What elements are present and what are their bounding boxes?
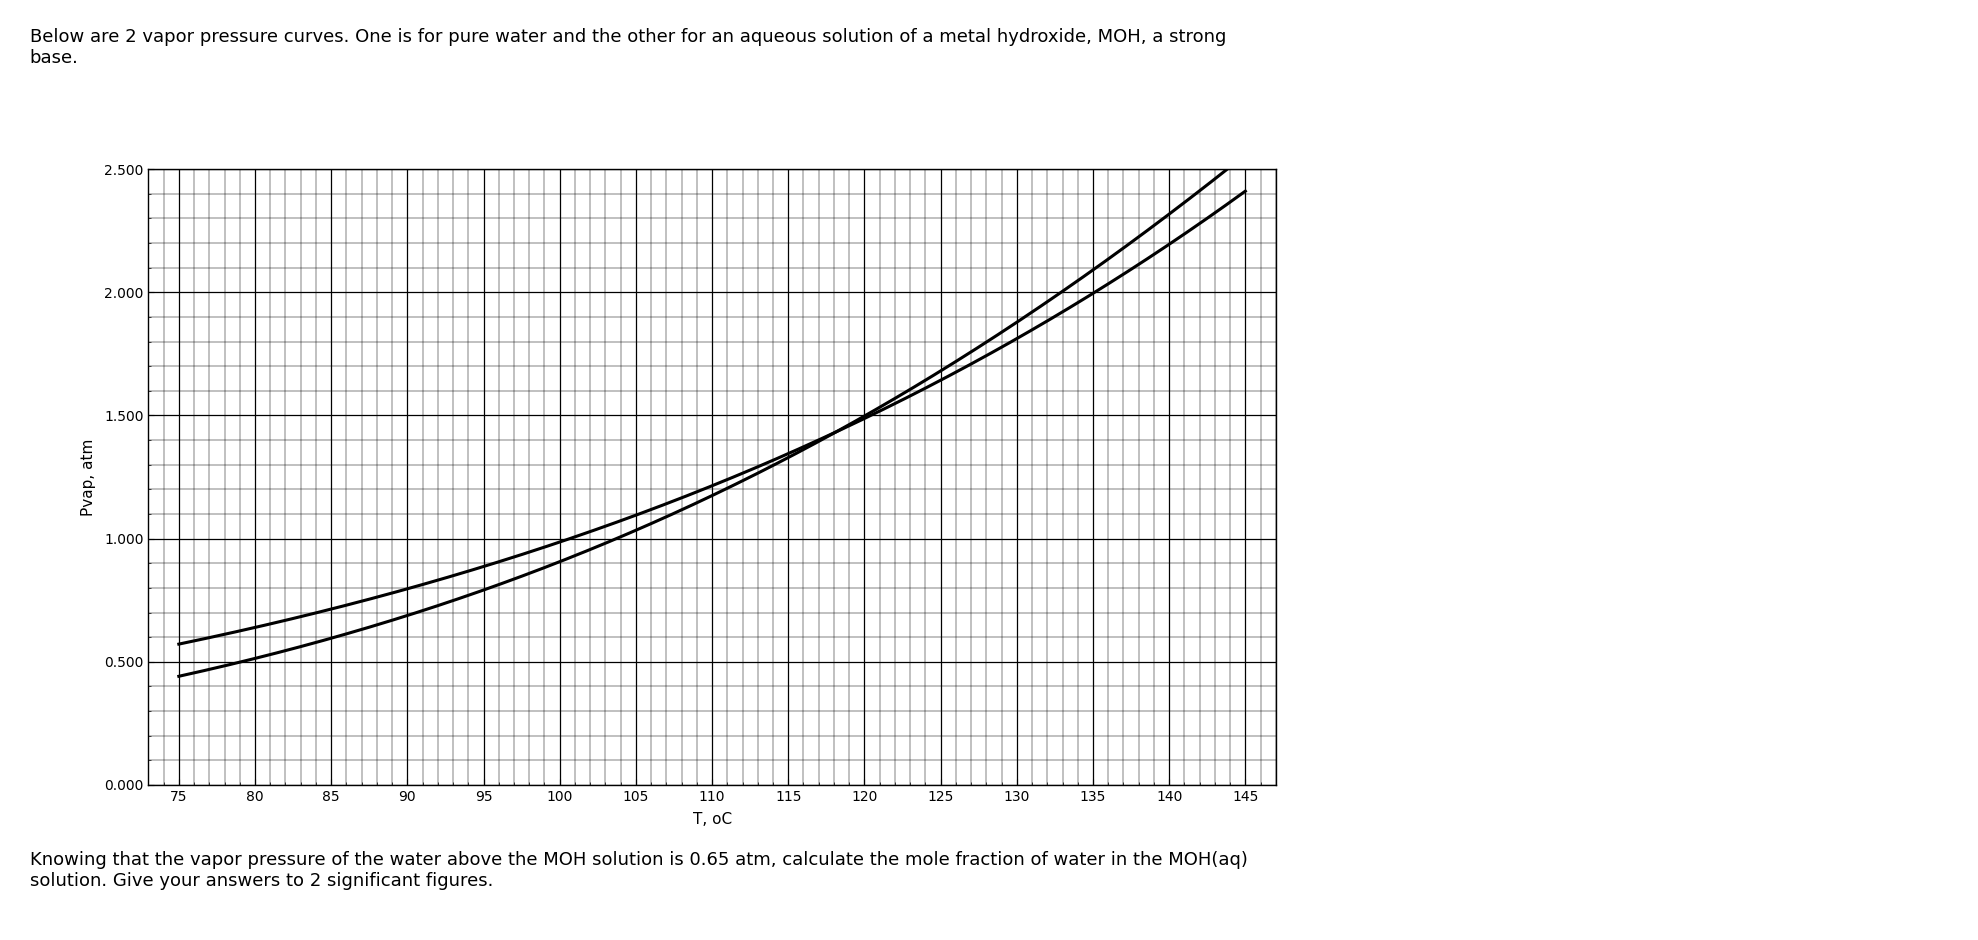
Y-axis label: Pvap, atm: Pvap, atm — [81, 438, 95, 516]
Text: Below are 2 vapor pressure curves. One is for pure water and the other for an aq: Below are 2 vapor pressure curves. One i… — [30, 28, 1226, 67]
Text: Knowing that the vapor pressure of the water above the MOH solution is 0.65 atm,: Knowing that the vapor pressure of the w… — [30, 851, 1248, 889]
X-axis label: T, oC: T, oC — [692, 812, 732, 827]
